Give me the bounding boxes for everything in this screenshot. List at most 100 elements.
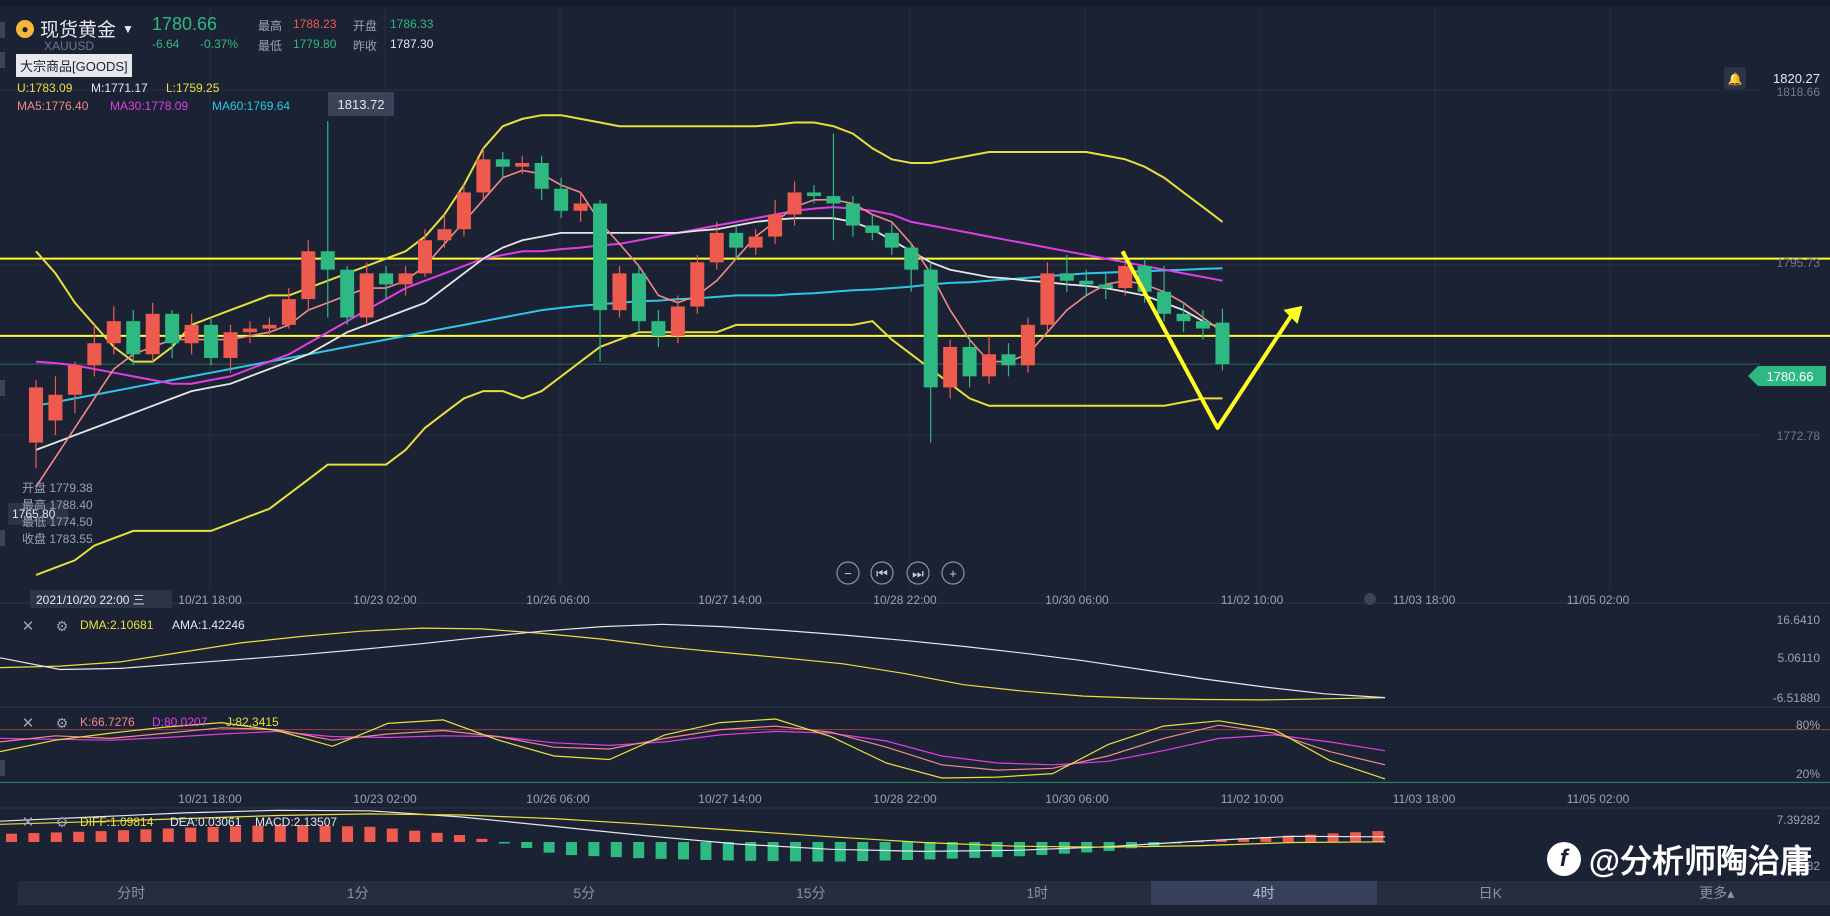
time-axis-label: 11/03 18:00 bbox=[1393, 593, 1456, 607]
ma5-label: MA5:1776.40 bbox=[17, 99, 89, 113]
close-pane-icon[interactable]: ✕ bbox=[22, 814, 35, 831]
candle-body bbox=[963, 347, 977, 376]
candle-body bbox=[224, 332, 238, 358]
candle-body bbox=[1157, 292, 1171, 314]
macd-histogram-bar bbox=[476, 839, 487, 842]
candle-body bbox=[476, 159, 490, 192]
kdj-time-axis-label: 11/03 18:00 bbox=[1393, 792, 1456, 806]
timeframe-tab-bar: 分时 1分 5分 15分 1时 4时 日K 更多▴ bbox=[18, 881, 1830, 905]
candle-body bbox=[1079, 281, 1093, 285]
left-toolbar-notch bbox=[0, 760, 5, 776]
price-label-top: 1820.27 bbox=[1773, 71, 1820, 86]
tab-daily[interactable]: 日K bbox=[1377, 881, 1604, 905]
candle-body bbox=[68, 365, 82, 394]
macd-histogram-bar bbox=[768, 842, 779, 861]
macd-histogram-bar bbox=[73, 832, 84, 842]
candle-body bbox=[418, 240, 432, 273]
tab-1hour[interactable]: 1时 bbox=[924, 881, 1151, 905]
tab-15min[interactable]: 15分 bbox=[698, 881, 925, 905]
candle-body bbox=[593, 203, 607, 310]
candle-body bbox=[399, 273, 413, 284]
candle-body bbox=[1215, 323, 1229, 364]
candle-body bbox=[846, 203, 860, 225]
left-toolbar-notch bbox=[0, 52, 5, 68]
boll-upper-label: U:1783.09 bbox=[17, 81, 73, 95]
kdj-d-label: D:80.0207 bbox=[152, 715, 208, 729]
kdj-time-axis-label: 10/28 22:00 bbox=[873, 792, 937, 806]
time-axis-label: 10/21 18:00 bbox=[178, 593, 242, 607]
candle-body bbox=[943, 347, 957, 387]
candle-body bbox=[1138, 266, 1152, 292]
chevron-down-icon[interactable]: ▼ bbox=[122, 22, 134, 36]
axis-tick-label: 7.39282 bbox=[1777, 813, 1821, 827]
candle-body bbox=[671, 306, 685, 335]
gear-icon[interactable]: ⚙ bbox=[56, 715, 69, 731]
high-value: 1788.23 bbox=[293, 17, 336, 31]
tooltip-row: 开盘 1779.38 bbox=[22, 480, 93, 495]
low-label: 最低 bbox=[258, 37, 282, 54]
symbol-selector[interactable]: ● 现货黄金 ▼ bbox=[16, 15, 134, 42]
category-badge[interactable]: 大宗商品[GOODS] bbox=[16, 54, 132, 77]
tab-more[interactable]: 更多▴ bbox=[1604, 881, 1830, 905]
macd-histogram-bar bbox=[611, 842, 622, 857]
close-pane-icon[interactable]: ✕ bbox=[22, 715, 35, 732]
candle-body bbox=[1021, 325, 1035, 365]
left-toolbar-notch bbox=[0, 22, 5, 38]
gear-icon[interactable]: ⚙ bbox=[56, 618, 69, 634]
gold-coin-icon: ● bbox=[16, 20, 34, 38]
candle-body bbox=[107, 321, 121, 343]
tab-timeshare[interactable]: 分时 bbox=[18, 881, 245, 905]
macd-histogram-bar bbox=[700, 842, 711, 860]
time-axis-label: 10/26 06:00 bbox=[526, 593, 590, 607]
zoom-in-icon-glyph: + bbox=[949, 566, 957, 581]
candle-body bbox=[749, 237, 763, 248]
tab-5min[interactable]: 5分 bbox=[471, 881, 698, 905]
change-percent: -0.37% bbox=[200, 37, 238, 51]
gear-icon[interactable]: ⚙ bbox=[56, 814, 69, 830]
macd-histogram-bar bbox=[387, 829, 398, 842]
time-axis-label: 10/28 22:00 bbox=[873, 593, 937, 607]
axis-tick-label: 1818.66 bbox=[1777, 85, 1821, 99]
candle-body bbox=[729, 233, 743, 248]
candle-body bbox=[554, 189, 568, 211]
macd-histogram-bar bbox=[208, 827, 219, 842]
macd-histogram-bar bbox=[947, 842, 958, 859]
tooltip-row: 收盘 1783.55 bbox=[22, 531, 93, 546]
candle-body bbox=[1177, 314, 1191, 321]
high-label: 最高 bbox=[258, 17, 282, 34]
candle-body bbox=[1060, 273, 1074, 280]
macd-histogram-bar bbox=[1036, 842, 1047, 855]
ma60-label: MA60:1769.64 bbox=[212, 99, 290, 113]
bell-icon: 🔔 bbox=[1728, 72, 1743, 86]
candle-body bbox=[243, 329, 257, 333]
candle-body bbox=[496, 159, 510, 166]
macd-histogram-bar bbox=[432, 833, 443, 842]
macd-histogram-bar bbox=[6, 834, 17, 842]
symbol-name: 现货黄金 bbox=[40, 15, 116, 42]
ma30-label: MA30:1778.09 bbox=[110, 99, 188, 113]
candle-body bbox=[690, 262, 704, 306]
kdj-j-label: J:82.3415 bbox=[226, 715, 279, 729]
boll-lower-label: L:1759.25 bbox=[166, 81, 220, 95]
kdj-time-axis-label: 10/26 06:00 bbox=[526, 792, 590, 806]
macd-histogram-bar bbox=[185, 828, 196, 842]
macd-histogram-bar bbox=[566, 842, 577, 855]
watermark-text: @分析师陶治庸 bbox=[1589, 836, 1812, 882]
candle-body bbox=[379, 273, 393, 284]
macd-histogram-bar bbox=[1305, 835, 1316, 842]
tab-1min[interactable]: 1分 bbox=[245, 881, 472, 905]
macd-histogram-bar bbox=[342, 826, 353, 842]
candle-body bbox=[535, 163, 549, 189]
time-axis-label: 11/02 10:00 bbox=[1221, 593, 1284, 607]
boll-mid-label: M:1771.17 bbox=[91, 81, 148, 95]
candle-body bbox=[301, 251, 315, 299]
axis-tick-label: -6.51880 bbox=[1773, 691, 1821, 705]
tab-4hour[interactable]: 4时 bbox=[1151, 881, 1378, 905]
candle-body bbox=[632, 273, 646, 321]
candle-body bbox=[282, 299, 296, 325]
close-pane-icon[interactable]: ✕ bbox=[22, 618, 35, 635]
axis-tick-label: 1795.73 bbox=[1777, 256, 1821, 270]
forward-icon-glyph: ⏭ bbox=[912, 566, 924, 581]
